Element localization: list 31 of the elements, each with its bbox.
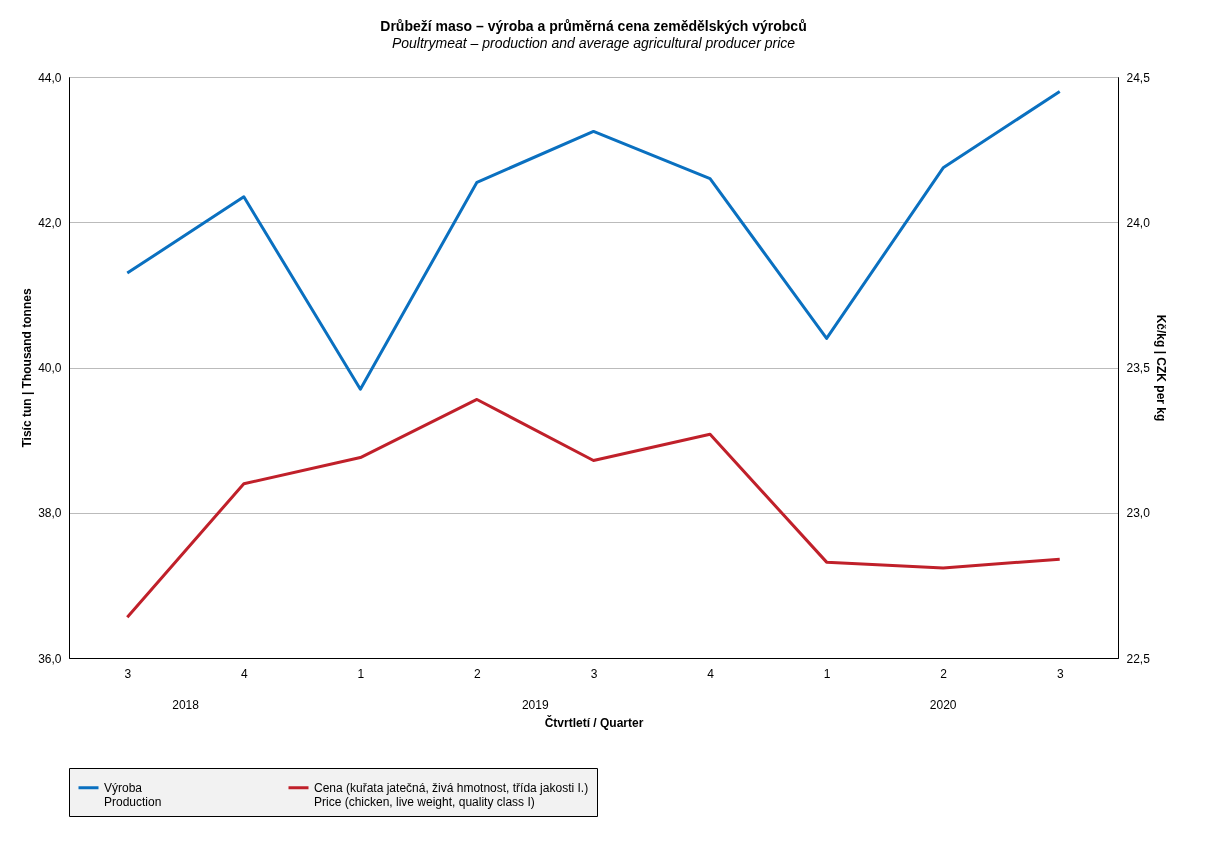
y-tick-label: 38,0 (38, 506, 62, 521)
x-tick-label: 3 (590, 666, 598, 681)
y-tick-label: 36,0 (38, 651, 62, 666)
x-tick-label: 1 (357, 666, 365, 681)
text: 2020 (929, 698, 957, 712)
x-tick-label: 3 (1056, 666, 1064, 681)
legend-label: Cena (kuřata jatečná, živá hmotnost, třída jakosti I.) Price (chicken, live weight, quality class I) (314, 780, 589, 809)
x-tick-label: 4 (707, 666, 715, 681)
x-axis-title: Čtvrtletí / Quarter (544, 714, 644, 730)
legend-label: Výroba Production (104, 780, 162, 809)
y2-tick-label: 22,5 (1126, 651, 1151, 666)
y2-axis-title: Kč/kg | CZK per kg (1153, 314, 1168, 422)
y2-tick-label: 24,5 (1126, 70, 1151, 85)
line-series (125, 90, 1062, 391)
x-tick-label: 1 (823, 666, 831, 681)
text: 2018 (172, 698, 200, 712)
x-tick-label: 3 (124, 666, 132, 681)
text: 2019 (521, 698, 549, 712)
y-axis-title: Tisíc tun | Thousand tonnes (20, 288, 35, 448)
x-tick-label: 2 (474, 666, 482, 681)
line-series (125, 397, 1062, 619)
y-tick-label: 40,0 (38, 361, 62, 375)
chart-title: Drůbeží maso – výroba a průměrná cena zemědělských výrobců (380, 18, 807, 34)
x-tick-label: 2 (940, 666, 948, 681)
chart-subtitle: Poultrymeat – production and average agricultural producer price (391, 35, 796, 51)
y2-tick-label: 23,5 (1126, 361, 1151, 375)
y-tick-label: 44,0 (38, 70, 62, 85)
y2-tick-label: 23,0 (1126, 506, 1151, 521)
x-tick-label: 4 (240, 666, 248, 681)
y-tick-label: 42,0 (38, 215, 62, 230)
y2-tick-label: 24,0 (1126, 215, 1151, 230)
